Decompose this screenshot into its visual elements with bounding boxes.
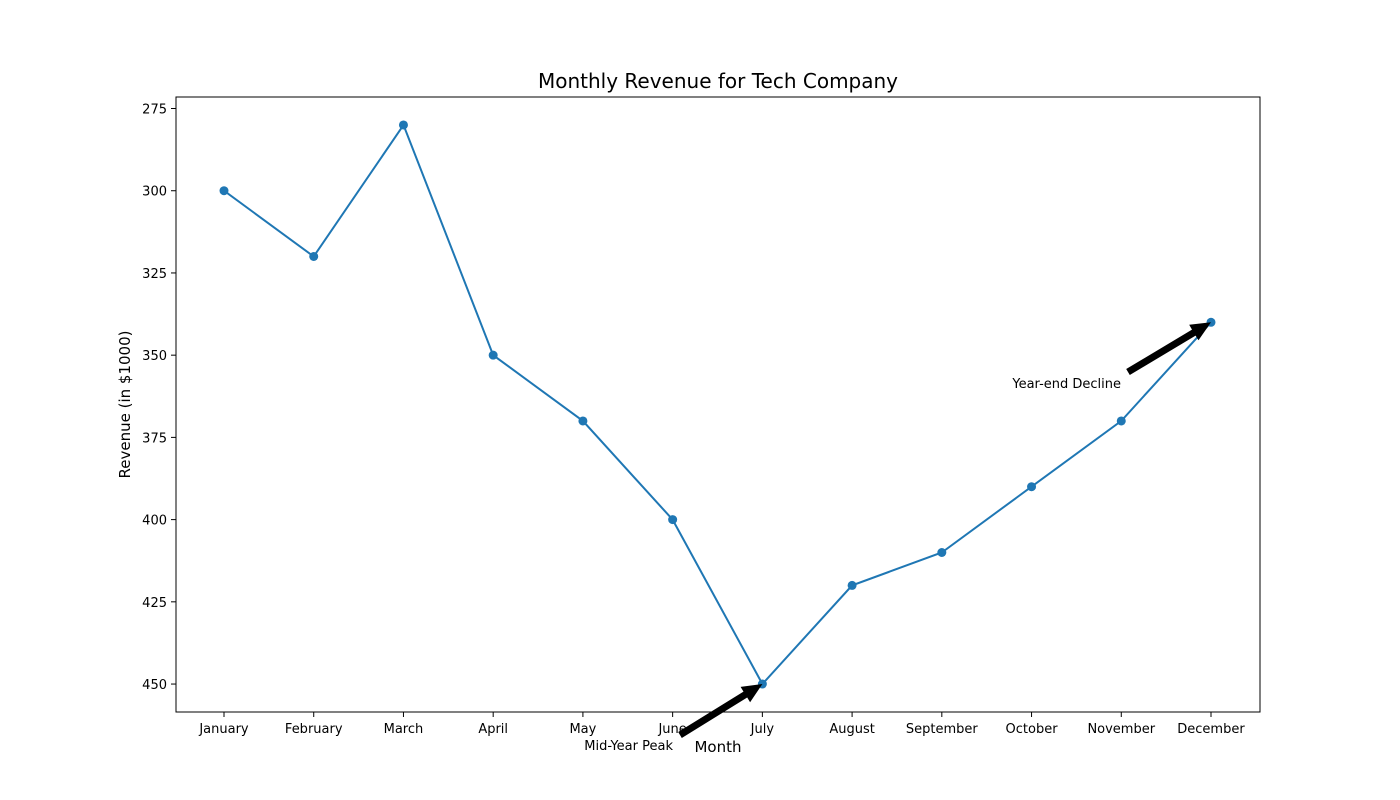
plot-area xyxy=(176,97,1260,712)
data-point-january xyxy=(219,186,229,196)
annotation-arrow xyxy=(678,684,763,738)
data-point-february xyxy=(309,252,319,262)
x-tick-label: February xyxy=(285,722,343,737)
x-tick-label: April xyxy=(478,722,508,737)
y-tick-label: 350 xyxy=(142,349,167,364)
data-point-june xyxy=(668,515,678,525)
revenue-series-line xyxy=(223,122,1212,686)
plot-frame xyxy=(175,96,1261,713)
x-tick-label: November xyxy=(1087,722,1155,737)
data-point-march xyxy=(398,120,408,130)
x-axis-ticks: January February March April May June July Augu… xyxy=(198,712,1245,737)
data-point-november xyxy=(1116,416,1126,426)
x-tick-label: September xyxy=(906,722,979,737)
y-axis-label: Revenue (in $1000) xyxy=(116,331,134,479)
x-tick-label: January xyxy=(198,722,249,737)
chart-title: Monthly Revenue for Tech Company xyxy=(538,69,898,93)
data-point-august xyxy=(847,580,857,590)
annotation-label: Mid-Year Peak xyxy=(584,739,673,754)
annotation-arrow xyxy=(1126,322,1211,375)
y-tick-label: 400 xyxy=(142,514,167,529)
y-tick-label: 450 xyxy=(142,678,167,693)
x-tick-label: July xyxy=(750,722,775,737)
data-point-october xyxy=(1027,482,1037,492)
x-tick-label: August xyxy=(829,722,875,737)
x-tick-label: March xyxy=(384,722,424,737)
y-tick-label: 275 xyxy=(142,103,167,118)
x-axis-label: Month xyxy=(694,738,741,756)
y-axis-ticks: 275 300 325 350 375 400 425 450 xyxy=(142,103,176,693)
y-tick-label: 375 xyxy=(142,431,167,446)
y-tick-label: 425 xyxy=(142,596,167,611)
annotations: Mid-Year Peak Year-end Decline xyxy=(584,322,1211,754)
data-point-may xyxy=(578,416,588,426)
data-point-april xyxy=(488,350,498,360)
x-tick-label: December xyxy=(1177,722,1245,737)
y-tick-label: 325 xyxy=(142,267,167,282)
y-tick-label: 300 xyxy=(142,185,167,200)
x-tick-label: October xyxy=(1006,722,1059,737)
data-point-september xyxy=(937,547,947,557)
annotation-label: Year-end Decline xyxy=(1011,377,1121,392)
x-tick-label: May xyxy=(569,722,596,737)
